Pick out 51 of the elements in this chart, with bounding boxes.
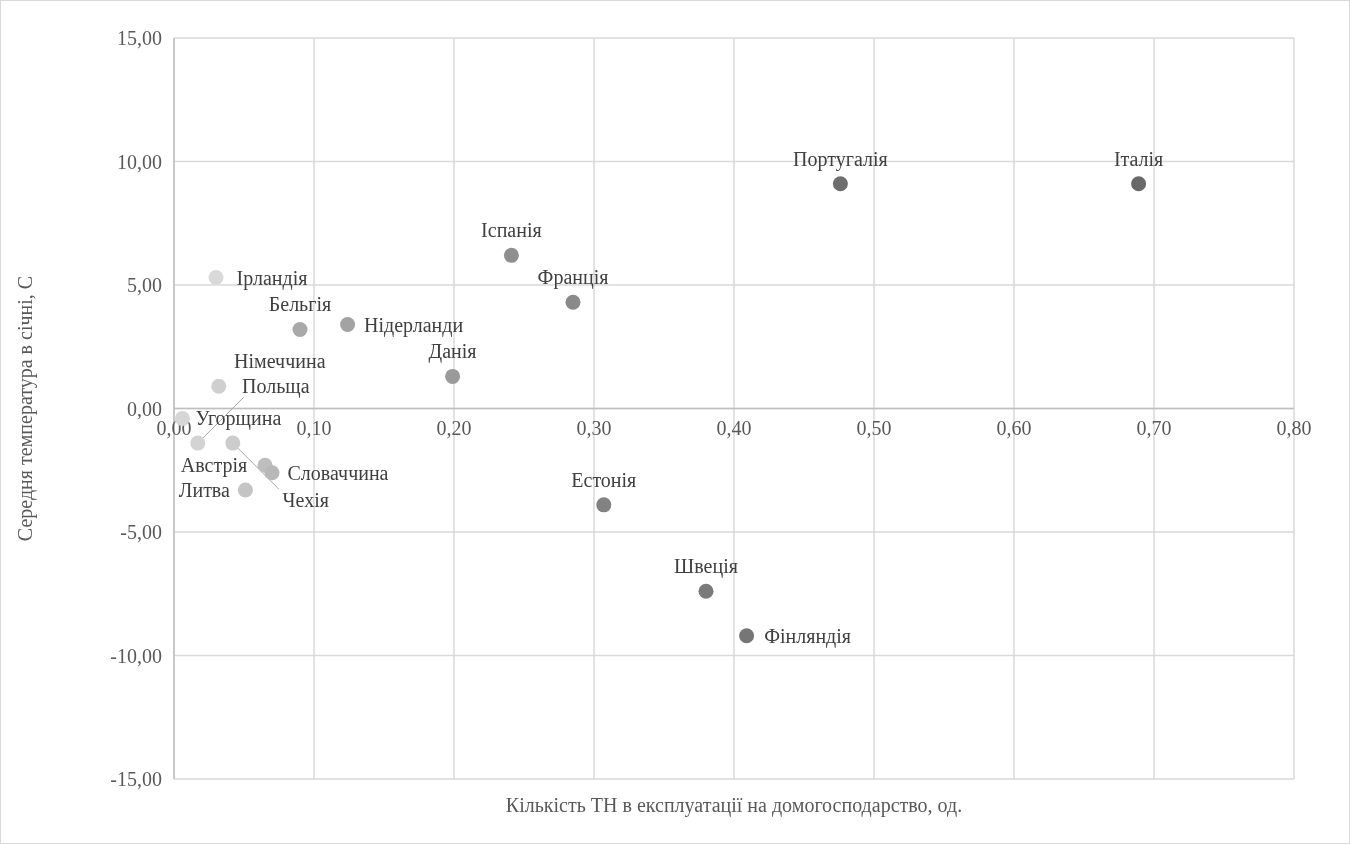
series-label: Австрія — [180, 454, 248, 478]
y-tick-label: -15,00 — [110, 768, 162, 790]
point — [1131, 176, 1147, 192]
point — [237, 482, 253, 498]
x-tick-label: 0,60 — [996, 416, 1032, 439]
series-label: Данія — [428, 340, 477, 364]
series-label: Португалія — [793, 147, 888, 171]
text: Чехія — [282, 489, 329, 512]
point — [292, 321, 308, 337]
series-label: Німеччина — [234, 350, 326, 373]
point — [503, 247, 519, 263]
y-tick-label: 15,00 — [117, 27, 162, 49]
series-label: Ірландія — [236, 266, 308, 290]
series-label: Іспанія — [481, 219, 542, 242]
x-axis-title: Кількість ТН в експлуатації на домогосподарство, од. — [505, 794, 963, 817]
point — [832, 176, 848, 192]
series-label: Словаччина — [287, 461, 389, 484]
series-label: Фінляндія — [764, 624, 852, 648]
point — [190, 435, 206, 451]
y-tick-label: -5,00 — [120, 521, 162, 543]
x-tick-label: 0,50 — [856, 416, 892, 439]
y-tick-label: 5,00 — [127, 274, 162, 296]
point — [565, 294, 581, 310]
point — [208, 270, 224, 286]
series-label: Нідерланди — [363, 313, 464, 337]
series-label: Литва — [178, 479, 231, 502]
series-label: Бельгія — [268, 293, 332, 316]
point — [340, 317, 356, 333]
series-label: Естонія — [571, 468, 637, 491]
x-tick-label: 0,70 — [1136, 416, 1172, 439]
y-axis-title: Середня температура в січні, С — [14, 275, 37, 542]
point — [445, 368, 461, 384]
x-tick-label: 0,40 — [716, 416, 752, 439]
x-tick-label: 0,80 — [1276, 416, 1312, 439]
series-label: Італія — [1113, 147, 1164, 170]
point — [211, 378, 227, 394]
point — [225, 435, 241, 451]
series-label: Франція — [537, 266, 609, 290]
y-tick-label: 0,00 — [127, 397, 162, 420]
point — [739, 628, 755, 644]
x-tick-label: 0,30 — [576, 416, 612, 439]
point — [264, 465, 280, 481]
x-tick-label: 0,20 — [436, 416, 472, 439]
point — [596, 497, 612, 513]
point — [698, 583, 714, 599]
y-tick-label: -10,00 — [110, 644, 162, 667]
text: Польща — [242, 375, 310, 399]
y-tick-label: 10,00 — [117, 150, 162, 173]
series-label: Угорщина — [195, 407, 282, 431]
series-label: Швеція — [674, 555, 738, 579]
x-tick-label: 0,10 — [296, 416, 332, 439]
